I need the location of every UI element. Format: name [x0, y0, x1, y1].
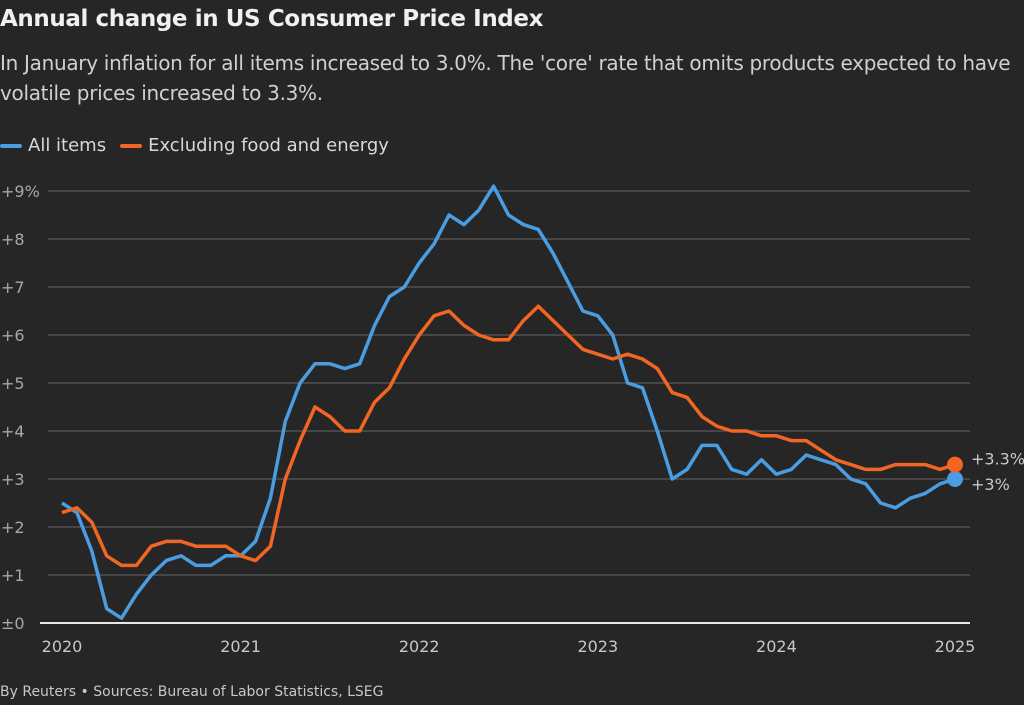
end-point-marker	[947, 471, 963, 487]
x-tick-label: 2021	[220, 637, 261, 656]
y-tick-label: ±0	[1, 614, 25, 633]
legend-swatch-all-items	[0, 143, 22, 148]
legend-label: All items	[28, 135, 107, 156]
y-tick-label: +8	[1, 230, 25, 249]
x-tick-label: 2025	[935, 637, 976, 656]
x-tick-label: 2022	[399, 637, 440, 656]
series-line-core	[61, 304, 956, 568]
y-tick-label: +3	[1, 470, 25, 489]
y-tick-label: +6	[1, 326, 25, 345]
legend-item-all-items: All items	[0, 135, 106, 156]
source-note: By Reuters • Sources: Bureau of Labor St…	[0, 684, 384, 700]
y-tick-label: +5	[1, 374, 25, 393]
y-tick-label: +7	[1, 278, 25, 297]
end-value-label: +3.3%	[971, 450, 1024, 469]
end-value-label: +3%	[971, 475, 1010, 494]
chart-title: Annual change in US Consumer Price Index	[0, 6, 544, 32]
y-tick-label: +2	[1, 518, 25, 537]
series-line-all-items	[61, 184, 956, 620]
x-tick-label: 2023	[577, 637, 618, 656]
x-tick-label: 2020	[42, 637, 83, 656]
x-tick-label: 2024	[756, 637, 797, 656]
legend-label: Excluding food and energy	[148, 135, 389, 156]
chart-subtitle: In January inflation for all items incre…	[0, 51, 1011, 105]
y-tick-label: +1	[1, 566, 25, 585]
legend-item-core: Excluding food and energy	[120, 135, 389, 156]
legend-swatch-core	[120, 143, 143, 148]
y-tick-label: +4	[1, 422, 25, 441]
end-point-marker	[947, 456, 963, 473]
y-tick-label: +9%	[1, 182, 40, 201]
legend: All items Excluding food and energy	[0, 135, 403, 156]
